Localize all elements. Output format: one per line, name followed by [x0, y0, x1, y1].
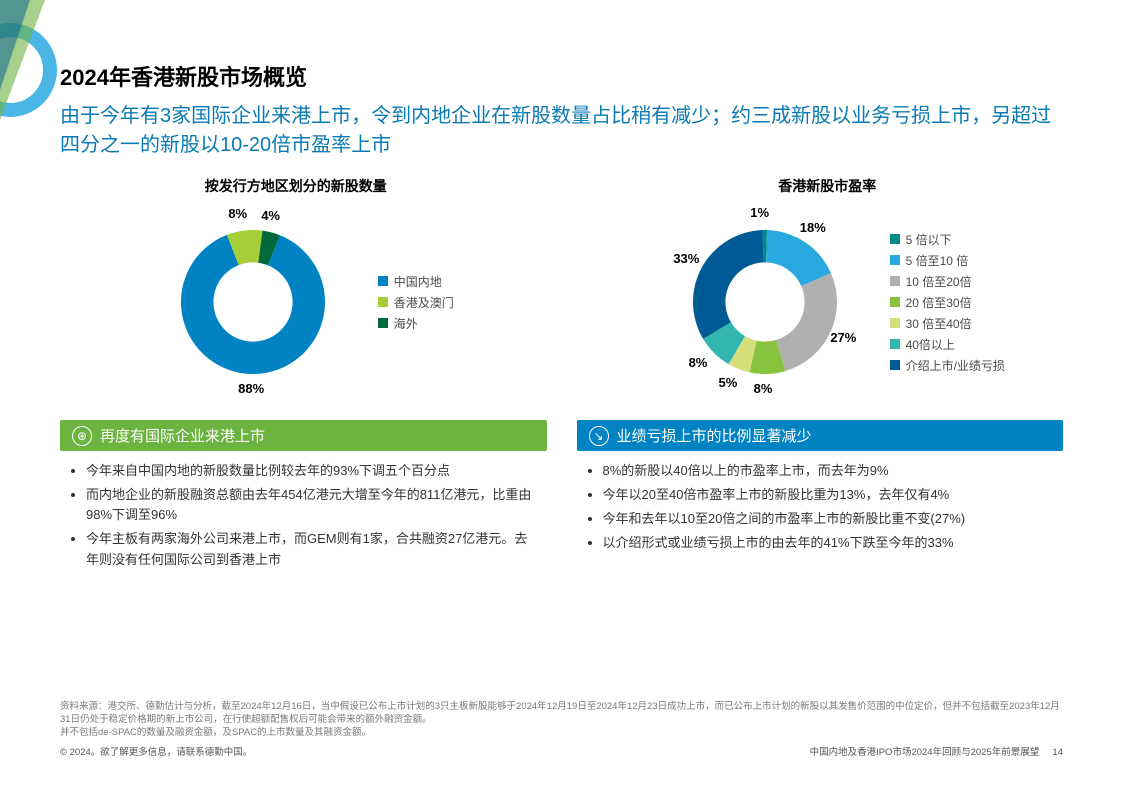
callout-left-title: 再度有国际企业来港上市: [100, 425, 265, 446]
legend-swatch: [890, 318, 900, 328]
legend-item: 5 倍以下: [890, 231, 1005, 248]
legend-swatch: [890, 297, 900, 307]
slice-pct-label: 1%: [750, 205, 769, 220]
legend-item: 30 倍至40倍: [890, 315, 1005, 332]
callout-right-header: ↘ 业绩亏损上市的比例显著减少: [577, 420, 1064, 451]
legend-item: 海外: [378, 315, 454, 332]
legend-label: 30 倍至40倍: [906, 315, 972, 332]
slice-pct-label: 8%: [228, 206, 247, 221]
slice-pct-label: 88%: [238, 381, 264, 396]
footer: 资料来源：港交所、德勤估计与分析，截至2024年12月16日，当中假设已公布上市…: [60, 700, 1063, 759]
callout-right-list: 8%的新股以40倍以上的市盈率上市，而去年为9% 今年以20至40倍市盈率上市的新…: [577, 451, 1064, 568]
legend-label: 香港及澳门: [394, 294, 454, 311]
legend-item: 20 倍至30倍: [890, 294, 1005, 311]
legend-swatch: [378, 276, 388, 286]
callout-left-header: ⊕ 再度有国际企业来港上市: [60, 420, 547, 451]
legend-item: 40倍以上: [890, 336, 1005, 353]
footer-source-line: 并不包括de-SPAC的数量及融资金额，及SPAC的上市数量及其融资金额。: [60, 726, 1063, 739]
legend-item: 香港及澳门: [378, 294, 454, 311]
callout-right-title: 业绩亏损上市的比例显著减少: [617, 425, 812, 446]
legend-label: 介绍上市/业绩亏损: [906, 357, 1005, 374]
callout-left: ⊕ 再度有国际企业来港上市 今年来自中国内地的新股数量比例较去年的93%下调五个…: [60, 420, 547, 584]
legend-swatch: [890, 276, 900, 286]
slice-pct-label: 33%: [673, 251, 699, 266]
chart-left-title: 按发行方地区划分的新股数量: [60, 176, 532, 196]
page-subtitle: 由于今年有3家国际企业来港上市，令到内地企业在新股数量占比稍有减少；约三成新股以…: [60, 102, 1063, 160]
legend-label: 40倍以上: [906, 336, 955, 353]
callout-right: ↘ 业绩亏损上市的比例显著减少 8%的新股以40倍以上的市盈率上市，而去年为9%…: [577, 420, 1064, 584]
legend-label: 5 倍至10 倍: [906, 252, 969, 269]
legend-swatch: [378, 297, 388, 307]
callouts-row: ⊕ 再度有国际企业来港上市 今年来自中国内地的新股数量比例较去年的93%下调五个…: [60, 420, 1063, 584]
bullet-item: 今年以20至40倍市盈率上市的新股比重为13%，去年仅有4%: [603, 485, 1054, 505]
bullet-item: 以介绍形式或业绩亏损上市的由去年的41%下跌至今年的33%: [603, 533, 1054, 553]
callout-left-list: 今年来自中国内地的新股数量比例较去年的93%下调五个百分点而内地企业的新股融资总…: [60, 451, 547, 584]
legend-left: 中国内地香港及澳门海外: [378, 269, 454, 336]
page-title: 2024年香港新股市场概览: [60, 60, 1063, 92]
legend-item: 介绍上市/业绩亏损: [890, 357, 1005, 374]
legend-right: 5 倍以下 5 倍至10 倍 10 倍至20倍 20 倍至30倍 30 倍至40倍 40倍…: [890, 227, 1005, 378]
bullet-item: 今年和去年以10至20倍之间的市盈率上市的新股比重不变(27%): [603, 509, 1054, 529]
legend-label: 20 倍至30倍: [906, 294, 972, 311]
page-number: 14: [1052, 747, 1063, 758]
legend-label: 5 倍以下: [906, 231, 952, 248]
slice-pct-label: 27%: [830, 330, 856, 345]
legend-item: 10 倍至20倍: [890, 273, 1005, 290]
charts-row: 按发行方地区划分的新股数量 88% 8% 4% 中国内地香港及澳门海外 香港新股市盈…: [60, 176, 1063, 402]
legend-swatch: [378, 318, 388, 328]
trend-down-icon: ↘: [589, 426, 609, 446]
slice-pct-label: 8%: [689, 355, 708, 370]
globe-icon: ⊕: [72, 426, 92, 446]
donut-slice: [693, 230, 764, 339]
slice-pct-label: 4%: [261, 208, 280, 223]
legend-label: 海外: [394, 315, 418, 332]
donut-right: 1% 18% 27% 8% 5% 8% 33%: [650, 202, 880, 402]
legend-label: 10 倍至20倍: [906, 273, 972, 290]
bullet-item: 而内地企业的新股融资总额由去年454亿港元大增至今年的811亿港元，比重由98%…: [86, 485, 537, 525]
legend-item: 5 倍至10 倍: [890, 252, 1005, 269]
bullet-item: 今年主板有两家海外公司来港上市，而GEM则有1家，合共融资27亿港元。去年则没有…: [86, 529, 537, 569]
legend-item: 中国内地: [378, 273, 454, 290]
slice-pct-label: 5%: [718, 375, 737, 390]
chart-region-right: 香港新股市盈率 1% 18% 27% 8% 5% 8% 33% 5 倍以下 5 倍至10 倍 1…: [592, 176, 1064, 402]
footer-source-line: 资料来源：港交所、德勤估计与分析，截至2024年12月16日，当中假设已公布上市…: [60, 700, 1063, 727]
legend-swatch: [890, 255, 900, 265]
legend-swatch: [890, 339, 900, 349]
chart-right-title: 香港新股市盈率: [592, 176, 1064, 196]
bullet-item: 今年来自中国内地的新股数量比例较去年的93%下调五个百分点: [86, 461, 537, 481]
slice-pct-label: 8%: [754, 381, 773, 396]
copyright-text: © 2024。欲了解更多信息，请联系德勤中国。: [60, 746, 252, 759]
legend-label: 中国内地: [394, 273, 442, 290]
donut-slice: [776, 273, 837, 371]
slice-pct-label: 18%: [800, 220, 826, 235]
chart-region-left: 按发行方地区划分的新股数量 88% 8% 4% 中国内地香港及澳门海外: [60, 176, 532, 402]
donut-left: 88% 8% 4%: [138, 202, 368, 402]
legend-swatch: [890, 360, 900, 370]
bullet-item: 8%的新股以40倍以上的市盈率上市，而去年为9%: [603, 461, 1054, 481]
doc-title-text: 中国内地及香港IPO市场2024年回顾与2025年前景展望: [810, 747, 1040, 758]
legend-swatch: [890, 234, 900, 244]
